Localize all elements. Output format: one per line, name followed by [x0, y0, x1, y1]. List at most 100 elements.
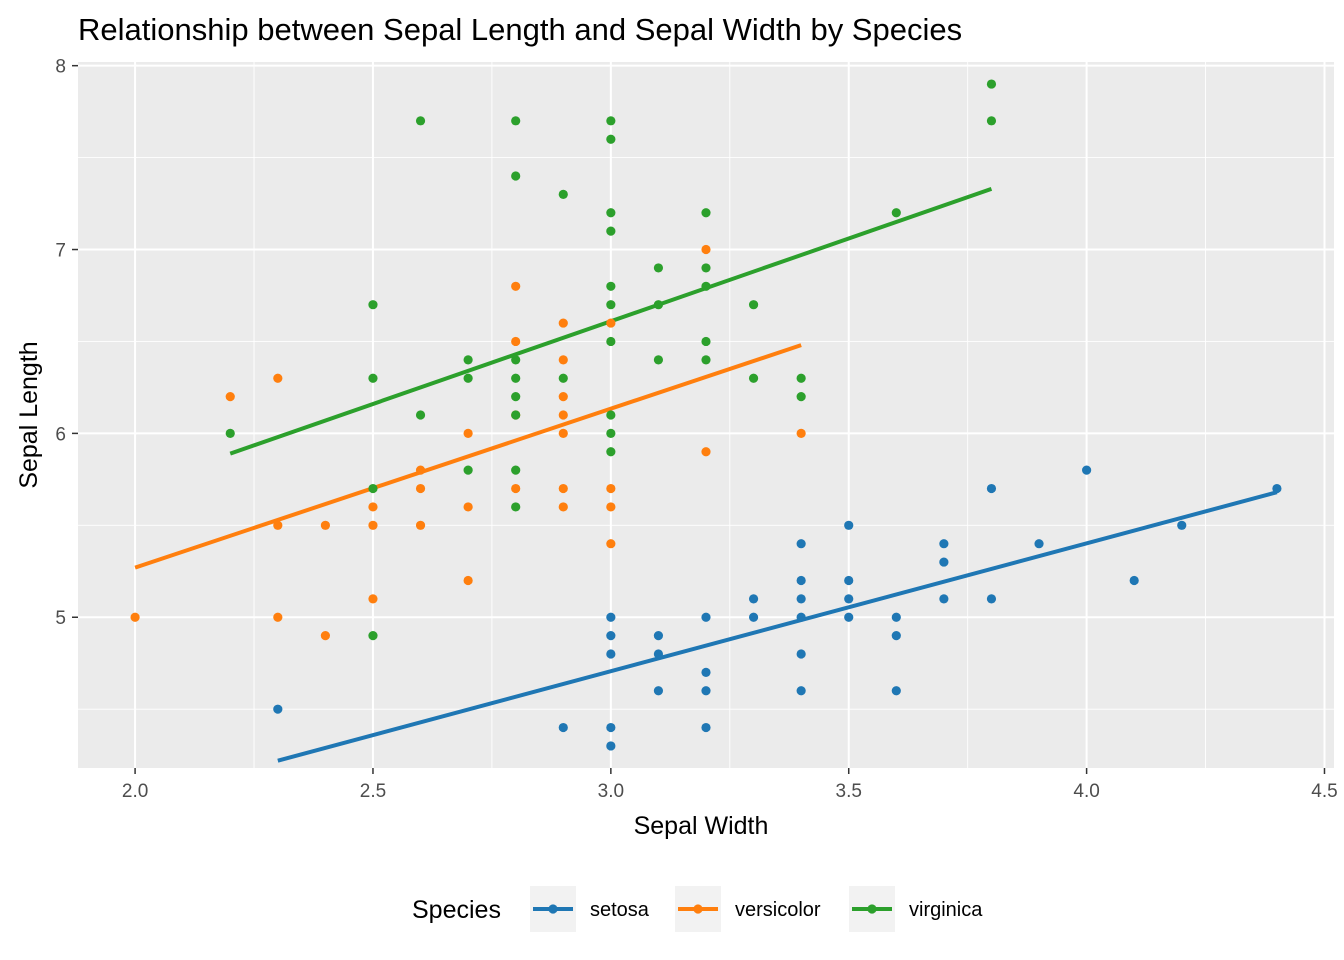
data-point-virginica: [606, 281, 616, 291]
data-point-versicolor: [368, 594, 378, 604]
data-point-versicolor: [368, 502, 378, 512]
data-point-setosa: [1272, 483, 1282, 494]
data-point-versicolor: [511, 281, 521, 291]
data-point-virginica: [653, 355, 664, 365]
data-point-setosa: [891, 686, 901, 696]
data-point-virginica: [606, 226, 616, 236]
axes: 2.0 2.5 3.0 3.5 4.0 4.5 5 6 7 8: [55, 57, 1337, 802]
data-point-versicolor: [415, 520, 426, 530]
scatter-points: [130, 79, 1282, 751]
data-point-virginica: [701, 208, 711, 218]
data-point-setosa: [796, 649, 806, 659]
data-point-setosa: [844, 575, 854, 586]
data-point-virginica: [748, 300, 759, 310]
data-point-versicolor: [558, 410, 568, 420]
data-point-versicolor: [463, 575, 473, 586]
data-point-setosa: [939, 557, 949, 567]
data-point-setosa: [606, 741, 616, 751]
data-point-setosa: [1082, 465, 1092, 475]
data-point-setosa: [844, 520, 854, 530]
x-tick-label: 4.5: [1311, 781, 1337, 802]
data-point-setosa: [796, 575, 806, 586]
data-point-versicolor: [558, 318, 568, 328]
data-point-versicolor: [463, 502, 473, 512]
data-point-virginica: [606, 410, 616, 420]
data-point-virginica: [463, 465, 473, 475]
data-point-virginica: [511, 502, 521, 512]
data-point-virginica: [368, 483, 378, 494]
data-point-versicolor: [606, 539, 616, 549]
data-point-virginica: [891, 208, 901, 218]
data-point-virginica: [511, 171, 521, 181]
data-point-setosa: [606, 612, 616, 622]
data-point-setosa: [939, 539, 949, 549]
data-point-versicolor: [606, 502, 616, 512]
fit-line-versicolor: [134, 343, 802, 570]
data-point-virginica: [368, 300, 378, 310]
data-point-versicolor: [558, 428, 568, 438]
data-point-versicolor: [511, 483, 521, 494]
data-point-virginica: [701, 281, 711, 291]
data-point-setosa: [701, 686, 711, 696]
data-point-setosa: [701, 722, 711, 733]
data-point-setosa: [796, 612, 806, 622]
data-point-setosa: [748, 612, 759, 622]
data-point-virginica: [986, 79, 997, 89]
data-point-virginica: [606, 428, 616, 438]
y-axis-title: Sepal Length: [15, 341, 43, 488]
data-point-setosa: [653, 686, 664, 696]
data-point-versicolor: [130, 612, 140, 622]
data-point-versicolor: [463, 428, 473, 438]
data-point-setosa: [844, 594, 854, 604]
data-point-setosa: [939, 594, 949, 604]
data-point-virginica: [511, 355, 521, 365]
chart-title: Relationship between Sepal Length and Se…: [78, 12, 962, 47]
data-point-versicolor: [701, 447, 711, 457]
data-point-versicolor: [273, 612, 283, 622]
data-point-virginica: [463, 355, 473, 365]
data-point-virginica: [463, 373, 473, 383]
data-point-versicolor: [225, 392, 235, 402]
x-tick-label: 3.0: [598, 781, 624, 802]
x-tick-label: 2.5: [360, 781, 386, 802]
data-point-setosa: [273, 704, 283, 714]
data-point-virginica: [701, 336, 711, 347]
data-point-setosa: [891, 612, 901, 622]
data-point-versicolor: [558, 392, 568, 402]
data-point-versicolor: [558, 502, 568, 512]
data-point-setosa: [1177, 520, 1187, 530]
data-point-setosa: [891, 631, 901, 641]
data-point-versicolor: [606, 318, 616, 328]
data-point-setosa: [701, 612, 711, 622]
data-point-versicolor: [273, 520, 283, 530]
data-point-setosa: [796, 686, 806, 696]
data-point-versicolor: [415, 483, 426, 494]
data-point-virginica: [606, 336, 616, 347]
data-point-versicolor: [273, 373, 283, 383]
data-point-virginica: [701, 263, 711, 273]
data-point-versicolor: [415, 465, 426, 475]
data-point-virginica: [748, 373, 759, 383]
data-point-virginica: [796, 373, 806, 383]
data-point-setosa: [653, 631, 664, 641]
data-point-setosa: [986, 594, 997, 604]
legend-label-versicolor: versicolor: [735, 899, 821, 921]
x-axis-title: Sepal Width: [634, 812, 769, 840]
data-point-virginica: [225, 428, 235, 438]
data-point-virginica: [511, 410, 521, 420]
data-point-versicolor: [320, 631, 330, 641]
data-point-setosa: [748, 594, 759, 604]
legend: Species setosa versicolor virginica: [412, 886, 983, 932]
data-point-virginica: [511, 116, 521, 126]
data-point-setosa: [1034, 539, 1044, 549]
data-point-setosa: [606, 722, 616, 733]
data-point-setosa: [1129, 575, 1139, 586]
data-point-setosa: [701, 667, 711, 677]
data-point-virginica: [415, 410, 426, 420]
data-point-virginica: [986, 116, 997, 126]
data-point-virginica: [368, 373, 378, 383]
y-tick-label: 6: [55, 424, 66, 445]
legend-point-versicolor: [693, 904, 703, 914]
data-point-virginica: [701, 355, 711, 365]
